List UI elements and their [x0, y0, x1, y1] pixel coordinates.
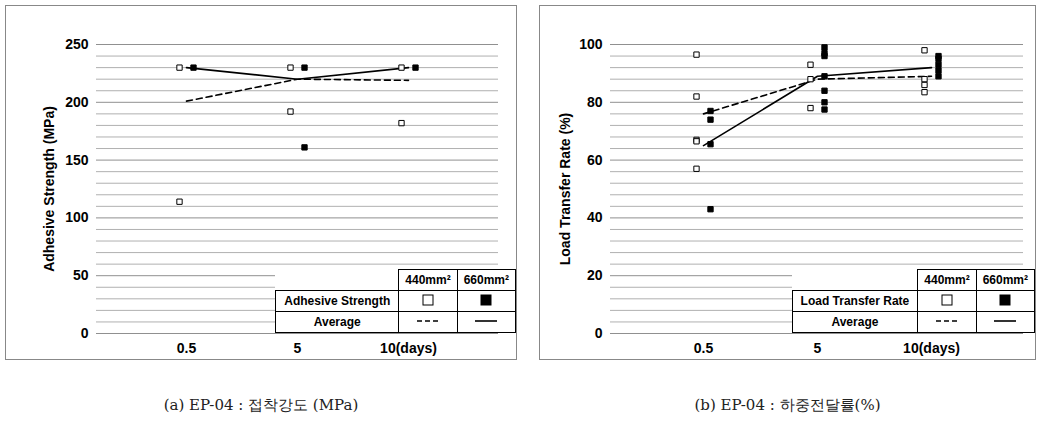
- svg-text:20: 20: [587, 267, 603, 283]
- svg-text:5: 5: [814, 340, 822, 356]
- svg-text:5: 5: [294, 340, 302, 356]
- svg-text:200: 200: [65, 94, 89, 110]
- svg-text:100: 100: [579, 36, 603, 52]
- html-text:660mm²: 660mm²: [463, 273, 509, 287]
- html-text:440mm²: 440mm²: [924, 273, 970, 287]
- svg-text:40: 40: [587, 209, 603, 225]
- svg-text:100: 100: [65, 209, 89, 225]
- svg-text:0.5: 0.5: [177, 340, 197, 356]
- svg-text:0: 0: [81, 325, 89, 341]
- svg-text:80: 80: [587, 94, 603, 110]
- html-text:(a) EP-04 : 접착강도 (MPa): (a) EP-04 : 접착강도 (MPa): [163, 396, 359, 414]
- svg-text:50: 50: [73, 267, 89, 283]
- svg-text:Adhesive Strength (MPa): Adhesive Strength (MPa): [41, 106, 57, 272]
- html-text:Adhesive Strength: Adhesive Strength: [284, 294, 391, 308]
- svg-text:10(days): 10(days): [380, 340, 437, 356]
- html-text:660mm²: 660mm²: [982, 273, 1028, 287]
- svg-text:150: 150: [65, 152, 89, 168]
- svg-text:60: 60: [587, 152, 603, 168]
- svg-text:0: 0: [595, 325, 603, 341]
- html-text:(b) EP-04 : 하중전달률(%): (b) EP-04 : 하중전달률(%): [694, 396, 881, 414]
- svg-text:0.5: 0.5: [694, 340, 714, 356]
- svg-text:Load Transfer Rate (%): Load Transfer Rate (%): [557, 113, 573, 265]
- html-text:440mm²: 440mm²: [405, 273, 451, 287]
- svg-text:250: 250: [65, 36, 89, 52]
- svg-text:10(days): 10(days): [903, 340, 960, 356]
- html-text:Load Transfer Rate: Load Transfer Rate: [800, 294, 910, 308]
- html-text:Average: Average: [313, 315, 361, 329]
- html-text:Average: Average: [831, 315, 879, 329]
